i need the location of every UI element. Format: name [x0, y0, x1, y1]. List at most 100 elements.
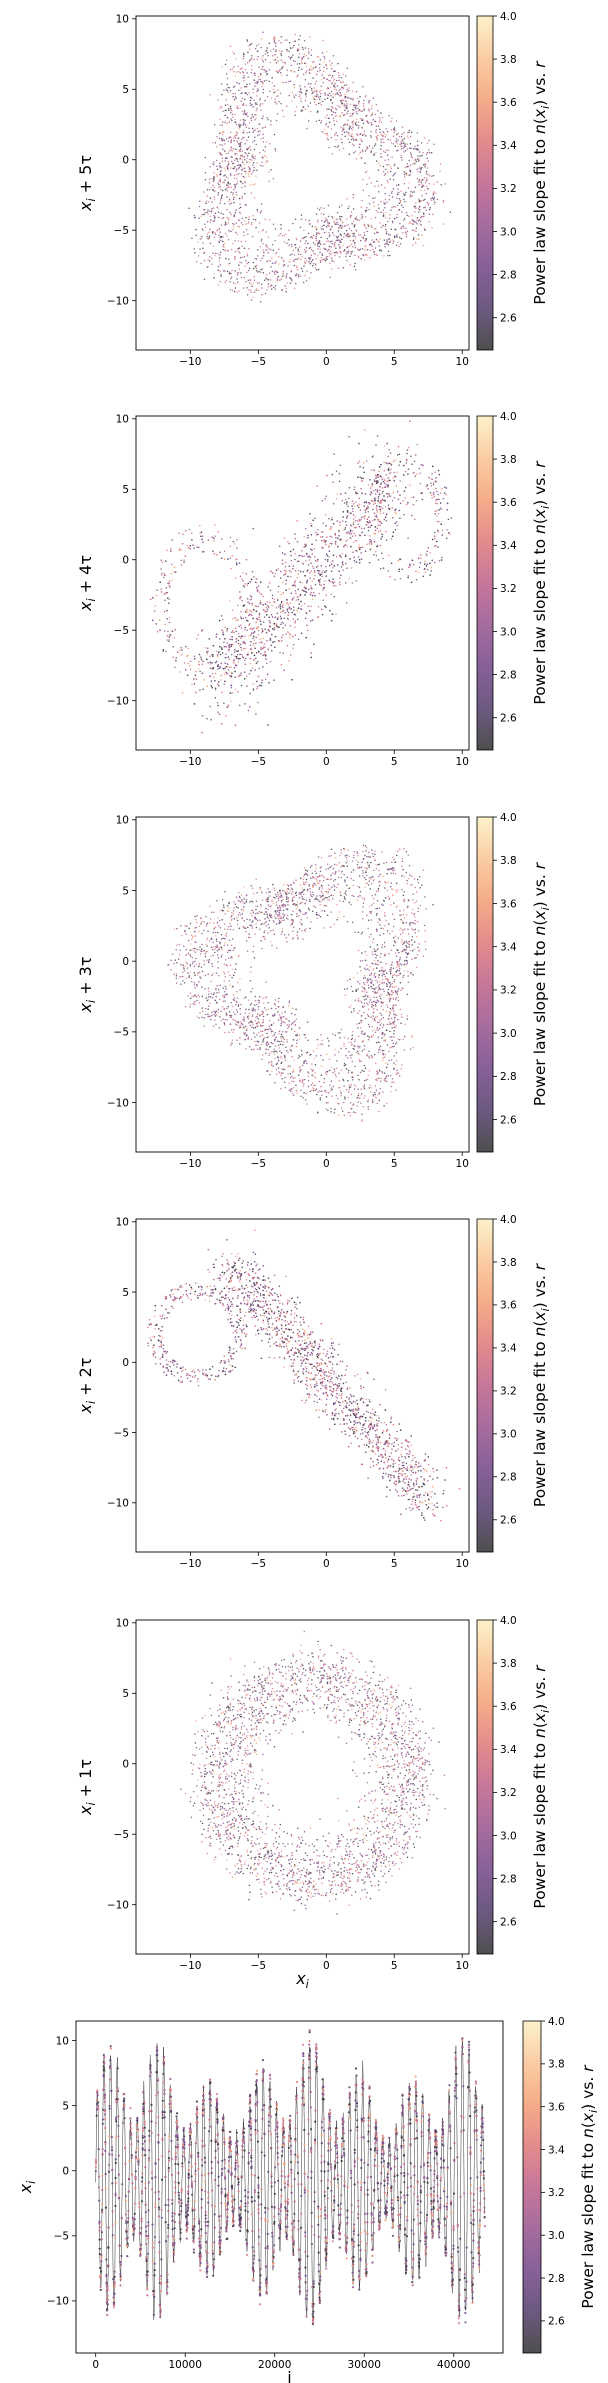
scatter-point [341, 127, 344, 129]
scatter-point [346, 234, 348, 237]
scatter-point [249, 146, 251, 148]
scatter-point [338, 90, 340, 92]
scatter-point [330, 253, 332, 255]
scatter-point [224, 637, 226, 640]
scatter-point [217, 668, 219, 670]
scatter-point [256, 108, 258, 110]
scatter-point [222, 634, 225, 636]
scatter-point [267, 606, 270, 608]
scatter-point [342, 105, 345, 107]
scatter-point [232, 116, 234, 118]
scatter-point [332, 80, 335, 82]
scatter-point [240, 169, 243, 171]
scatter-point [163, 573, 166, 575]
scatter-point [237, 632, 240, 635]
scatter-point [255, 109, 257, 112]
scatter-point [280, 42, 282, 44]
scatter-point [332, 111, 335, 113]
scatter-point [328, 74, 330, 77]
scatter-point [374, 247, 377, 249]
scatter-point [162, 650, 164, 652]
scatter-point [211, 654, 213, 656]
scatter-point [390, 468, 392, 471]
scatter-point [240, 624, 242, 626]
scatter-point [257, 89, 259, 92]
scatter-point [339, 583, 341, 586]
scatter-point [276, 277, 279, 279]
scatter-point [406, 452, 408, 455]
scatter-point [384, 198, 387, 201]
scatter-point [401, 147, 403, 150]
scatter-point [255, 117, 257, 120]
scatter-point [353, 232, 355, 235]
scatter-point [255, 289, 257, 292]
scatter-point [377, 185, 380, 187]
scatter-point [301, 68, 303, 71]
scatter-point [331, 62, 333, 64]
scatter-point [305, 70, 308, 72]
scatter-point [366, 207, 368, 209]
scatter-point [374, 526, 377, 528]
scatter-point [294, 282, 297, 285]
scatter-point [344, 135, 346, 137]
scatter-point [340, 539, 342, 542]
scatter-point [262, 82, 264, 84]
scatter-point [291, 567, 294, 570]
scatter-point [224, 242, 226, 245]
scatter-point [274, 98, 276, 101]
scatter-point [253, 275, 256, 278]
scatter-point [296, 265, 298, 268]
scatter-point [352, 235, 354, 237]
scatter-point [248, 131, 251, 133]
scatter-point [394, 578, 396, 581]
scatter-point [217, 711, 219, 714]
scatter-point [285, 561, 287, 564]
scatter-point [275, 49, 277, 51]
scatter-point [230, 202, 233, 205]
scatter-point [210, 680, 213, 682]
scatter-point [238, 166, 240, 169]
scatter-point [319, 261, 322, 264]
scatter-point [419, 482, 422, 485]
scatter-point [250, 595, 253, 598]
scatter-point [374, 143, 377, 145]
scatter-point [258, 133, 261, 136]
scatter-point [208, 256, 211, 258]
scatter-point [415, 227, 418, 229]
scatter-point [258, 591, 261, 594]
scatter-point [392, 242, 394, 245]
scatter-point [330, 109, 333, 111]
scatter-point [333, 78, 336, 81]
scatter-point [437, 493, 439, 496]
scatter-point [379, 568, 382, 570]
scatter-point [239, 213, 242, 215]
scatter-point [302, 48, 304, 51]
scatter-point [339, 88, 342, 90]
scatter-point [252, 617, 254, 620]
scatter-point [207, 259, 209, 261]
scatter-point [366, 505, 369, 507]
scatter-point [164, 599, 166, 601]
scatter-point [285, 589, 287, 592]
scatter-point [319, 101, 322, 104]
scatter-point [253, 654, 256, 657]
scatter-point [346, 88, 348, 91]
scatter-point [280, 59, 282, 61]
scatter-point [196, 546, 198, 549]
scatter-point [285, 275, 288, 277]
scatter-point [380, 226, 383, 229]
colorbar-tick-label: 3.8 [500, 54, 517, 66]
scatter-point [427, 488, 429, 490]
scatter-point [434, 201, 436, 204]
scatter-point [224, 109, 227, 112]
x-tick-label: 5 [391, 356, 398, 368]
scatter-point [245, 216, 247, 219]
scatter-point [231, 113, 234, 115]
scatter-point [293, 609, 295, 611]
scatter-point [387, 570, 390, 572]
scatter-point [271, 243, 274, 246]
scatter-point [370, 123, 373, 126]
scatter-point [149, 598, 152, 601]
scatter-point [299, 593, 302, 596]
scatter-point [403, 171, 406, 173]
